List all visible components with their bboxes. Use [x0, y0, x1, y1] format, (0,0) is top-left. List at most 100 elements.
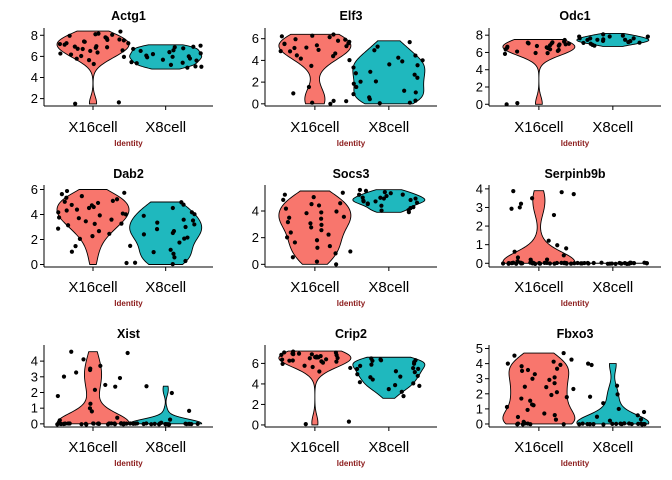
data-point	[578, 261, 583, 266]
data-point	[512, 353, 517, 358]
data-point	[83, 421, 88, 426]
data-point	[641, 409, 647, 415]
data-point	[89, 409, 94, 414]
data-point	[340, 190, 345, 195]
data-point	[294, 53, 299, 58]
data-point	[88, 401, 93, 406]
data-point	[121, 38, 126, 43]
data-point	[198, 43, 203, 48]
data-point	[357, 192, 362, 197]
data-point	[592, 43, 597, 48]
data-point	[309, 63, 314, 68]
data-point	[124, 260, 129, 266]
data-point	[56, 226, 61, 231]
data-point	[129, 60, 134, 65]
data-point	[580, 421, 585, 426]
y-tick-label: 2	[252, 230, 259, 245]
data-point	[595, 37, 600, 42]
data-point	[115, 415, 120, 420]
y-tick-label: 0	[252, 96, 259, 111]
y-tick-label: 1	[476, 401, 483, 416]
x-axis-label: Identity	[561, 299, 590, 308]
data-point	[105, 45, 110, 50]
data-point	[360, 195, 365, 200]
data-point	[182, 236, 187, 241]
data-point	[645, 34, 650, 39]
data-point	[571, 386, 576, 392]
data-point	[69, 349, 74, 354]
data-point	[642, 422, 647, 427]
data-point	[135, 421, 140, 426]
y-tick-label: 3	[31, 369, 38, 384]
data-point	[582, 260, 587, 266]
data-point	[169, 390, 174, 396]
data-point	[351, 65, 356, 70]
data-point	[185, 65, 190, 70]
data-point	[369, 362, 374, 367]
data-point	[316, 203, 322, 208]
y-tick-label: 2	[31, 385, 38, 400]
data-point	[180, 60, 185, 65]
data-point	[622, 261, 627, 266]
data-point	[515, 49, 520, 54]
data-point	[105, 37, 110, 43]
data-point	[413, 90, 418, 95]
data-point	[74, 207, 80, 212]
data-point	[127, 421, 133, 426]
data-point	[575, 260, 580, 266]
data-point	[607, 418, 613, 423]
data-point	[192, 212, 197, 217]
data-point	[64, 188, 70, 194]
data-point	[413, 358, 418, 363]
data-point	[150, 52, 156, 57]
data-point	[361, 199, 366, 204]
violin-x8cell	[127, 384, 203, 427]
data-point	[280, 357, 285, 362]
data-point	[502, 51, 508, 56]
data-point	[61, 374, 67, 379]
data-point	[544, 45, 549, 50]
data-point	[280, 361, 285, 366]
y-tick-label: 6	[252, 31, 259, 46]
data-point	[287, 49, 293, 54]
data-point	[528, 257, 533, 262]
data-point	[317, 369, 322, 374]
data-point	[151, 249, 156, 255]
data-point	[319, 228, 324, 233]
x-axis-label: Identity	[337, 459, 366, 468]
data-point	[551, 359, 556, 364]
data-point	[546, 238, 551, 243]
data-point	[566, 41, 571, 46]
data-point	[357, 380, 362, 385]
data-point	[141, 421, 146, 427]
data-point	[522, 384, 527, 389]
data-point	[92, 221, 97, 227]
y-tick-label: 0	[31, 257, 38, 272]
data-point	[551, 212, 557, 218]
data-point	[155, 220, 160, 225]
data-point	[528, 422, 533, 427]
data-point	[86, 205, 92, 211]
data-point	[171, 251, 176, 256]
data-point	[354, 84, 359, 90]
data-point	[525, 367, 531, 373]
data-point	[526, 41, 531, 46]
data-point	[365, 201, 370, 206]
data-point	[519, 368, 525, 373]
data-point	[303, 422, 308, 427]
data-point	[333, 350, 339, 355]
data-point	[68, 52, 74, 57]
y-tick-label: 0	[31, 416, 38, 431]
x-tick-label: X8cell	[592, 439, 633, 456]
data-point	[407, 40, 412, 45]
data-point	[311, 195, 316, 200]
data-point	[159, 420, 164, 425]
violin-x16cell	[55, 349, 130, 427]
x-tick-label: X16cell	[514, 119, 563, 136]
data-point	[326, 232, 331, 237]
data-point	[556, 43, 561, 48]
data-point	[530, 376, 535, 381]
data-point	[398, 374, 403, 379]
